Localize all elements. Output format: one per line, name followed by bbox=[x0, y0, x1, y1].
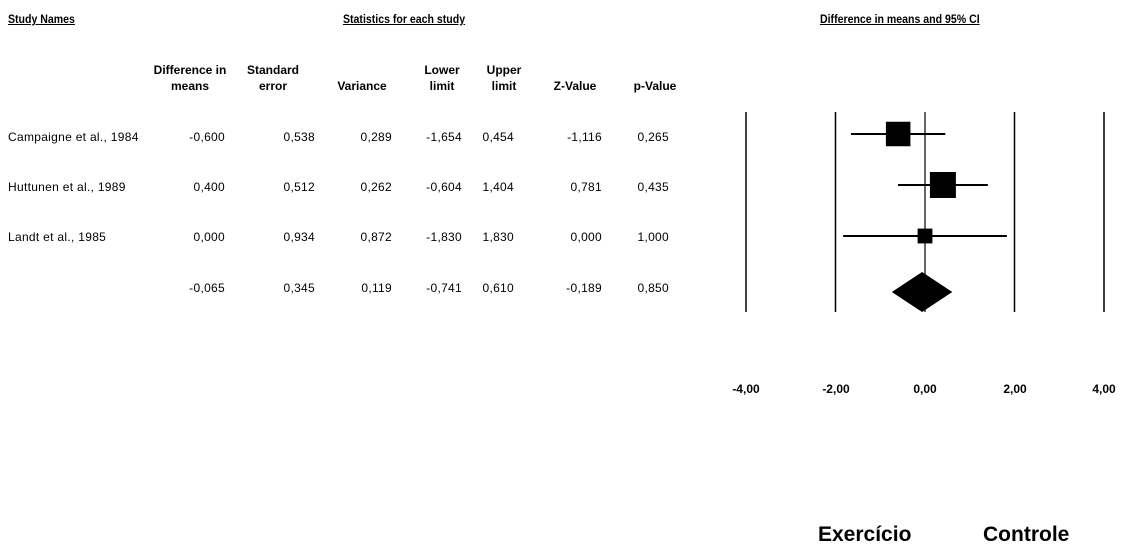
table-cell: 0,512 bbox=[283, 180, 315, 194]
table-cell: 0,872 bbox=[360, 230, 392, 244]
table-cell: 0,400 bbox=[193, 180, 225, 194]
table-cell: 1,000 bbox=[637, 230, 669, 244]
study-names-header: Study Names bbox=[8, 12, 75, 26]
study-name: Campaigne et al., 1984 bbox=[8, 130, 139, 144]
table-cell: 0,265 bbox=[637, 130, 669, 144]
table-cell: 0,000 bbox=[193, 230, 225, 244]
col-standard-error: Standard error bbox=[246, 63, 299, 93]
col-lower: Lower limit bbox=[424, 63, 460, 93]
summary-cell: -0,189 bbox=[566, 281, 602, 295]
table-cell: 0,781 bbox=[570, 180, 602, 194]
effect-square bbox=[929, 172, 956, 198]
table-cell: 1,830 bbox=[482, 230, 514, 244]
col-z: Z-Value bbox=[553, 79, 597, 93]
table-cell: 0,454 bbox=[482, 130, 514, 144]
summary-cell: -0,741 bbox=[426, 281, 462, 295]
table-cell: 0,934 bbox=[283, 230, 315, 244]
table-cell: -1,654 bbox=[426, 130, 462, 144]
left-favours-label: Exercício bbox=[818, 523, 912, 546]
effect-square bbox=[885, 121, 911, 147]
effect-square bbox=[917, 228, 933, 244]
table-cell: -0,604 bbox=[426, 180, 462, 194]
table-cell: 0,435 bbox=[637, 180, 669, 194]
table-cell: -0,600 bbox=[189, 130, 225, 144]
right-favours-label: Controle bbox=[983, 523, 1070, 546]
table-cell: -1,116 bbox=[567, 130, 602, 144]
x-tick-label: -4,00 bbox=[732, 382, 760, 396]
table-cell: 0,262 bbox=[360, 180, 392, 194]
summary-cell: 0,119 bbox=[361, 281, 392, 295]
study-name: Huttunen et al., 1989 bbox=[8, 180, 126, 194]
x-tick-label: 0,00 bbox=[913, 382, 937, 396]
table-cell: -1,830 bbox=[426, 230, 462, 244]
col-upper: Upper limit bbox=[486, 63, 522, 93]
x-tick-label: -2,00 bbox=[822, 382, 850, 396]
col-difference: Difference in means bbox=[153, 63, 227, 93]
table-cell: 0,538 bbox=[283, 130, 315, 144]
summary-cell: 0,345 bbox=[283, 281, 315, 295]
statistics-header: Statistics for each study bbox=[343, 12, 466, 26]
summary-cell: -0,065 bbox=[189, 281, 225, 295]
summary-cell: 0,850 bbox=[637, 281, 669, 295]
summary-cell: 0,610 bbox=[482, 281, 514, 295]
study-name: Landt et al., 1985 bbox=[8, 230, 107, 244]
table-cell: 1,404 bbox=[482, 180, 514, 194]
x-tick-label: 4,00 bbox=[1092, 382, 1116, 396]
summary-diamond bbox=[891, 272, 953, 312]
x-tick-label: 2,00 bbox=[1003, 382, 1027, 396]
table-cell: 0,289 bbox=[360, 130, 392, 144]
ci-header: Difference in means and 95% CI bbox=[820, 12, 980, 26]
col-variance: Variance bbox=[337, 79, 387, 93]
col-p: p-Value bbox=[633, 79, 677, 93]
table-cell: 0,000 bbox=[570, 230, 602, 244]
